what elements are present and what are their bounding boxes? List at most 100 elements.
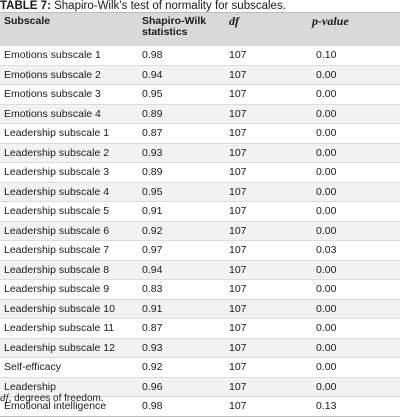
cell-subscale: Leadership subscale 7 (0, 240, 138, 261)
normality-table-container: Subscale Shapiro-Wilk statistics df p-va… (0, 12, 400, 417)
cell-subscale: Leadership subscale 4 (0, 182, 138, 202)
cell-subscale: Emotions subscale 4 (0, 104, 138, 124)
cell-p-value: 0.00 (312, 104, 400, 124)
cell-statistic: 0.94 (138, 65, 225, 85)
cell-statistic: 0.87 (138, 123, 225, 144)
header-row: Subscale Shapiro-Wilk statistics df p-va… (0, 12, 400, 46)
cell-p-value: 0.00 (312, 357, 400, 378)
cell-p-value: 0.00 (312, 299, 400, 319)
cell-p-value: 0.00 (312, 260, 400, 280)
table-row: Emotions subscale 3 0.95 107 0.00 (0, 84, 400, 105)
cell-p-value: 0.00 (312, 377, 400, 397)
cell-statistic: 0.92 (138, 221, 225, 241)
caption-text: Shapiro-Wilk’s test of normality for sub… (54, 0, 286, 12)
cell-statistic: 0.93 (138, 143, 225, 163)
table-row: Emotions subscale 2 0.94 107 0.00 (0, 65, 400, 85)
cell-statistic: 0.89 (138, 104, 225, 124)
cell-p-value: 0.00 (312, 318, 400, 339)
cell-statistic: 0.98 (138, 45, 225, 66)
cell-subscale: Leadership subscale 2 (0, 143, 138, 163)
normality-table: Subscale Shapiro-Wilk statistics df p-va… (0, 12, 400, 417)
table-row: Leadership subscale 12 0.93 107 0.00 (0, 338, 400, 358)
cell-df: 107 (225, 279, 312, 300)
header-statistics: Shapiro-Wilk statistics (138, 12, 225, 46)
cell-df: 107 (225, 143, 312, 163)
cell-df: 107 (225, 162, 312, 183)
cell-p-value: 0.00 (312, 143, 400, 163)
cell-subscale: Emotions subscale 2 (0, 65, 138, 85)
table-row: Leadership subscale 1 0.87 107 0.00 (0, 123, 400, 144)
header-p-value: p-value (312, 12, 400, 46)
cell-subscale: Self-efficacy (0, 357, 138, 378)
cell-statistic: 0.95 (138, 84, 225, 105)
cell-df: 107 (225, 260, 312, 280)
cell-subscale: Emotions subscale 1 (0, 45, 138, 66)
table-row: Leadership 0.96 107 0.00 (0, 377, 400, 397)
table-row: Self-efficacy 0.92 107 0.00 (0, 357, 400, 378)
cell-subscale: Leadership subscale 12 (0, 338, 138, 358)
cell-df: 107 (225, 221, 312, 241)
cell-statistic: 0.97 (138, 240, 225, 261)
cell-df: 107 (225, 123, 312, 144)
cell-p-value: 0.00 (312, 65, 400, 85)
table-row: Leadership subscale 5 0.91 107 0.00 (0, 201, 400, 222)
header-subscale: Subscale (0, 12, 138, 46)
cell-p-value: 0.03 (312, 240, 400, 261)
header-df: df (225, 12, 312, 46)
cell-subscale: Leadership subscale 5 (0, 201, 138, 222)
cell-df: 107 (225, 318, 312, 339)
cell-df: 107 (225, 299, 312, 319)
table-row: Emotions subscale 1 0.98 107 0.10 (0, 45, 400, 66)
cell-df: 107 (225, 357, 312, 378)
cell-df: 107 (225, 182, 312, 202)
cell-p-value: 0.00 (312, 182, 400, 202)
cell-df: 107 (225, 338, 312, 358)
cell-df: 107 (225, 84, 312, 105)
cell-p-value: 0.00 (312, 338, 400, 358)
cell-df: 107 (225, 377, 312, 397)
table-row: Leadership subscale 7 0.97 107 0.03 (0, 240, 400, 261)
cell-subscale: Leadership subscale 1 (0, 123, 138, 144)
cell-statistic: 0.95 (138, 182, 225, 202)
cell-statistic: 0.91 (138, 201, 225, 222)
cell-subscale: Leadership subscale 10 (0, 299, 138, 319)
cell-subscale: Leadership subscale 9 (0, 279, 138, 300)
table-row: Leadership subscale 4 0.95 107 0.00 (0, 182, 400, 202)
table-caption: TABLE 7: Shapiro-Wilk’s test of normalit… (0, 0, 402, 14)
footnote-text: , degrees of freedom. (8, 393, 104, 404)
cell-df: 107 (225, 45, 312, 66)
cell-df: 107 (225, 104, 312, 124)
cell-p-value: 0.00 (312, 84, 400, 105)
table-row: Leadership subscale 10 0.91 107 0.00 (0, 299, 400, 319)
cell-df: 107 (225, 65, 312, 85)
cell-df: 107 (225, 201, 312, 222)
cell-p-value: 0.00 (312, 279, 400, 300)
cell-p-value: 0.00 (312, 123, 400, 144)
cell-statistic: 0.87 (138, 318, 225, 339)
cell-p-value: 0.10 (312, 45, 400, 66)
cell-statistic: 0.96 (138, 377, 225, 397)
cell-subscale: Leadership subscale 8 (0, 260, 138, 280)
cell-subscale: Leadership subscale 6 (0, 221, 138, 241)
cell-statistic: 0.91 (138, 299, 225, 319)
cell-subscale: Leadership subscale 3 (0, 162, 138, 183)
cell-p-value: 0.00 (312, 221, 400, 241)
cell-subscale: Leadership subscale 11 (0, 318, 138, 339)
cell-subscale: Leadership (0, 377, 138, 397)
cell-statistic: 0.83 (138, 279, 225, 300)
table-row: Leadership subscale 9 0.83 107 0.00 (0, 279, 400, 300)
table-footnote: df, degrees of freedom. (0, 392, 402, 405)
table-row: Emotions subscale 4 0.89 107 0.00 (0, 104, 400, 124)
cell-p-value: 0.00 (312, 201, 400, 222)
table-row: Leadership subscale 3 0.89 107 0.00 (0, 162, 400, 183)
table-row: Leadership subscale 2 0.93 107 0.00 (0, 143, 400, 163)
table-header: Subscale Shapiro-Wilk statistics df p-va… (0, 12, 400, 46)
caption-label: TABLE 7: (0, 0, 51, 12)
table-body: Emotions subscale 1 0.98 107 0.10 Emotions s… (0, 45, 400, 417)
cell-statistic: 0.89 (138, 162, 225, 183)
cell-statistic: 0.93 (138, 338, 225, 358)
cell-df: 107 (225, 240, 312, 261)
table-row: Leadership subscale 8 0.94 107 0.00 (0, 260, 400, 280)
table-row: Leadership subscale 11 0.87 107 0.00 (0, 318, 400, 339)
cell-statistic: 0.92 (138, 357, 225, 378)
